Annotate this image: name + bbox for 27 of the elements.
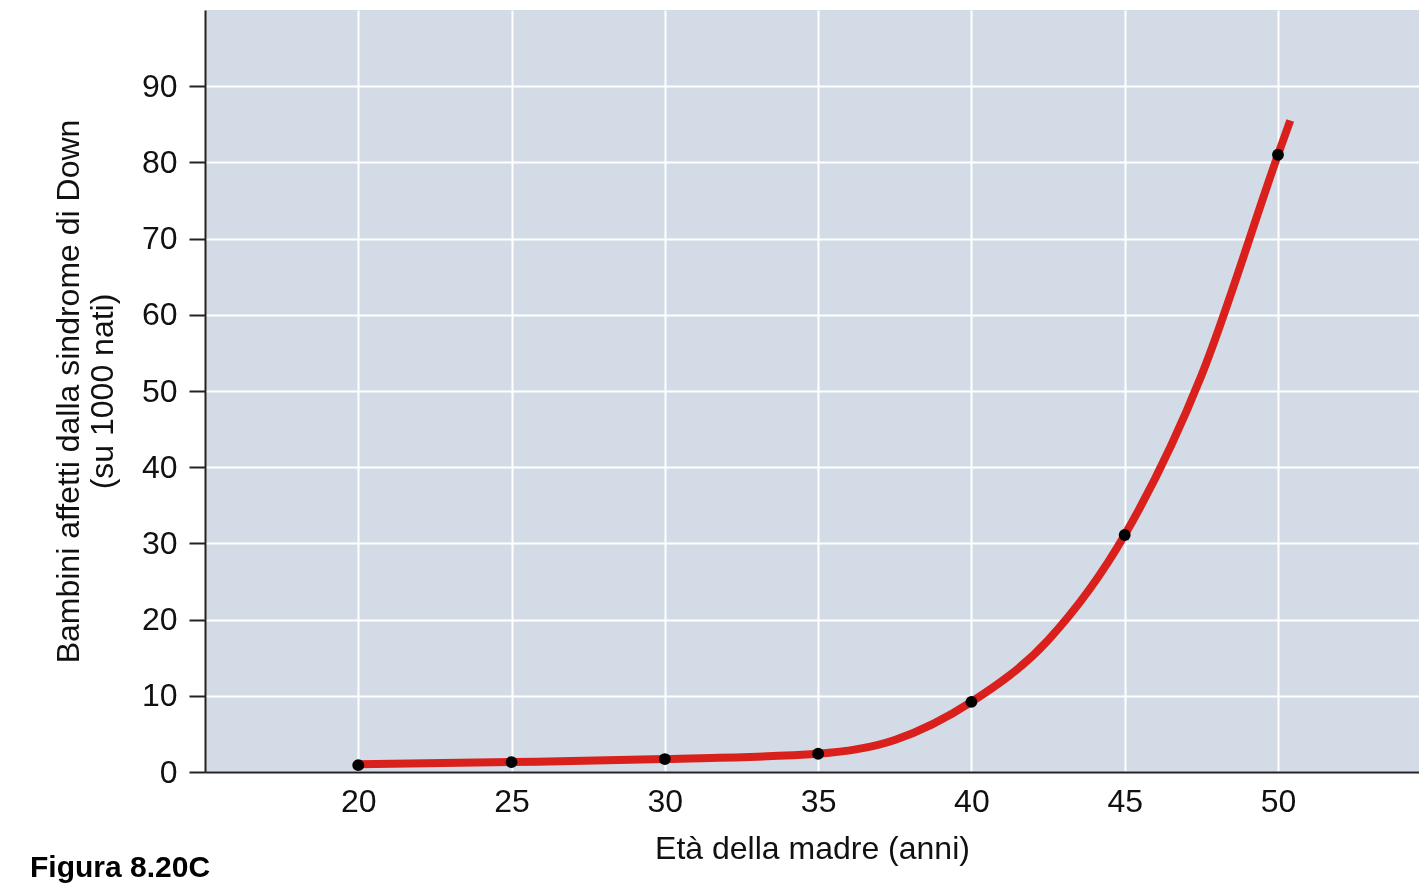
y-axis-title: Bambini affetti dalla sindrome di Down (su 1000 nati) (49, 119, 120, 664)
y-tick-label: 20 (141, 601, 178, 638)
point (352, 759, 365, 772)
x-tick-label: 30 (647, 782, 684, 819)
y-tick-label: 10 (141, 677, 178, 714)
x-tick-label: 35 (800, 782, 837, 819)
x-tick-label: 40 (954, 782, 990, 819)
x-tick-label: 25 (494, 782, 530, 819)
y-tick-label: 40 (141, 448, 178, 485)
point (658, 753, 671, 765)
x-tick-label: 50 (1260, 782, 1297, 819)
point (965, 695, 978, 708)
y-tick-label: 70 (141, 220, 178, 257)
y-tick-label: 90 (141, 67, 178, 104)
point (1272, 148, 1284, 161)
y-tick-label: 50 (141, 372, 178, 409)
x-tick-label: 20 (340, 782, 377, 819)
x-tick-label: 45 (1107, 782, 1143, 819)
y-tick-label: 0 (159, 753, 178, 790)
y-tick-label: 80 (141, 143, 178, 180)
point (505, 756, 518, 768)
y-tick-label: 60 (141, 296, 178, 333)
point (812, 747, 825, 760)
y-tick-label: 30 (141, 524, 178, 561)
point (1118, 529, 1131, 541)
x-axis-title: Età della madre (anni) (655, 829, 970, 866)
text: Figura 8.20C (30, 850, 211, 884)
